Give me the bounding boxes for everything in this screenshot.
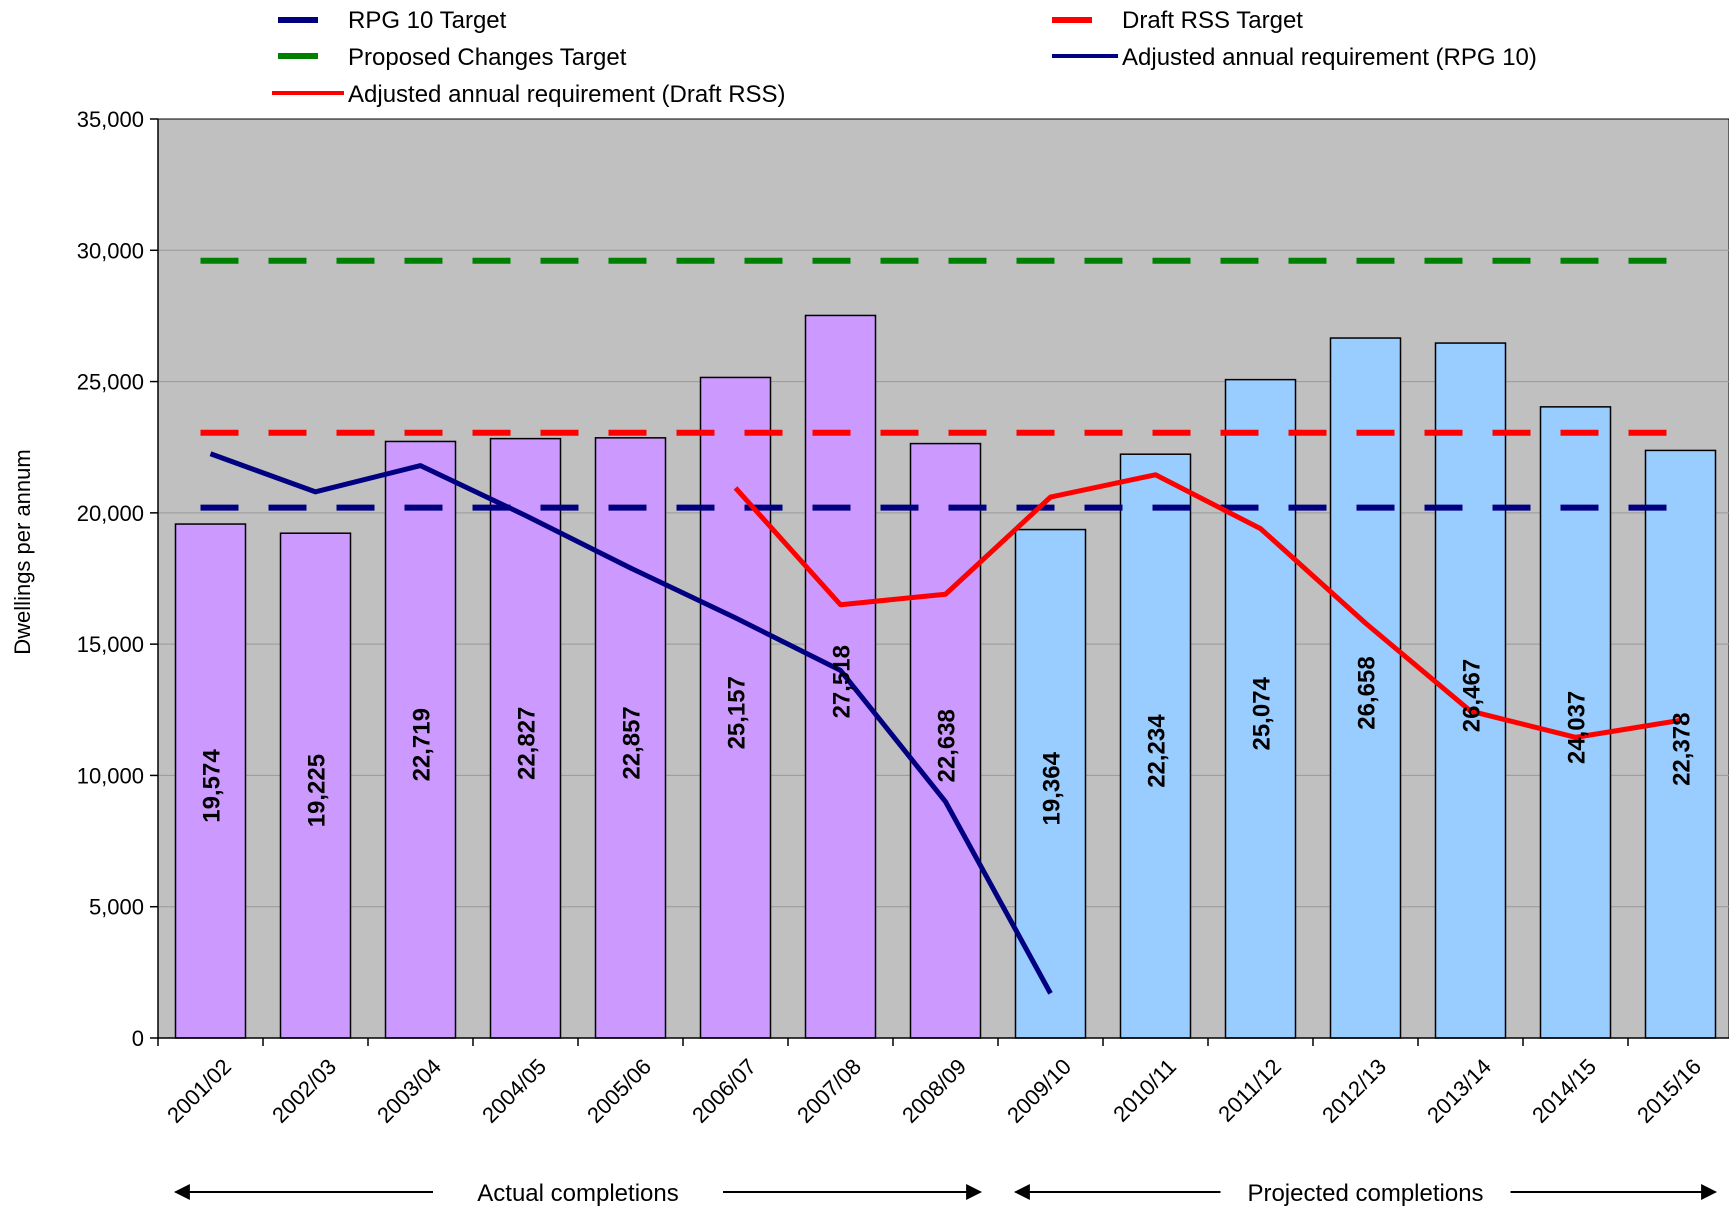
legend-label-adjusted-draft-rss: Adjusted annual requirement (Draft RSS) [348, 81, 786, 108]
x-tick-label: 2013/14 [1422, 1054, 1496, 1128]
x-tick-label: 2001/02 [162, 1054, 236, 1128]
bar [384, 440, 457, 1039]
bar [909, 442, 982, 1039]
bar [174, 523, 247, 1039]
legend-label-proposed-changes-target: Proposed Changes Target [348, 44, 627, 71]
x-tick-label: 2004/05 [477, 1054, 551, 1128]
y-tick-labels: 0 5,000 10,000 15,000 20,000 25,000 30,000 35,0… [77, 107, 144, 1051]
bar-value-label: 22,827 [514, 707, 541, 780]
bar [1224, 378, 1297, 1039]
bar [279, 532, 352, 1039]
bar [489, 437, 562, 1039]
legend-label-adjusted-rpg10: Adjusted annual requirement (RPG 10) [1122, 44, 1537, 71]
legend: RPG 10 Target Draft RSS Target Proposed … [272, 7, 1537, 108]
y-tick-label: 0 [132, 1026, 144, 1051]
y-tick-label: 10,000 [77, 763, 144, 788]
adjusted-rpg10-line [209, 451, 1053, 995]
adjusted-draft-rss-line [733, 472, 1681, 740]
bar-value-label: 26,658 [1354, 656, 1381, 729]
x-tick-labels: 2001/02 2002/03 2003/04 2004/05 2005/06 2006/… [162, 1054, 1706, 1128]
axes [150, 118, 1729, 1046]
x-tick-label: 2009/10 [1002, 1054, 1076, 1128]
legend-label-rpg10-target: RPG 10 Target [348, 7, 507, 34]
bar-value-label: 19,364 [1039, 751, 1066, 825]
bar-value-labels: 19,574 19,225 22,719 22,827 22,857 25,157 27,5… [199, 645, 1696, 827]
x-tick-label: 2002/03 [267, 1054, 341, 1128]
bar [1539, 406, 1612, 1039]
x-tick-label: 2007/08 [792, 1054, 866, 1128]
bar [1644, 449, 1717, 1039]
bar [1434, 342, 1507, 1039]
bar-value-label: 25,157 [724, 676, 751, 749]
bar-value-label: 22,638 [934, 709, 961, 782]
bar-value-label: 26,467 [1459, 659, 1486, 732]
x-tick-label: 2014/15 [1527, 1054, 1601, 1128]
x-tick-label: 2011/12 [1213, 1054, 1286, 1127]
y-tick-label: 20,000 [77, 501, 144, 526]
x-tick-label: 2010/11 [1108, 1054, 1181, 1127]
y-tick-label: 25,000 [77, 370, 144, 395]
x-tick-label: 2006/07 [687, 1054, 761, 1128]
bar-value-label: 27,518 [829, 645, 856, 718]
actual-completions-label: Actual completions [477, 1180, 678, 1207]
bar [1119, 453, 1192, 1039]
x-tick-label: 2012/13 [1317, 1054, 1391, 1128]
bar-value-label: 24,037 [1564, 691, 1591, 764]
x-tick-label: 2005/06 [582, 1054, 656, 1128]
requirement-lines [209, 451, 1681, 995]
period-annotations: Actual completions Projected completions [173, 1180, 1718, 1207]
bar-value-label: 22,857 [619, 706, 646, 779]
x-tick-label: 2003/04 [372, 1054, 446, 1128]
bar-value-label: 22,719 [409, 708, 436, 781]
x-tick-label: 2015/16 [1632, 1054, 1706, 1128]
y-tick-label: 30,000 [77, 238, 144, 263]
x-tick-label: 2008/09 [897, 1054, 971, 1128]
bar-value-label: 25,074 [1249, 676, 1276, 750]
y-tick-label: 35,000 [77, 107, 144, 132]
bar-value-label: 22,234 [1144, 714, 1171, 788]
y-tick-label: 5,000 [89, 895, 144, 920]
target-lines [200, 257, 1691, 511]
bar-value-label: 22,378 [1669, 713, 1696, 786]
bar [1329, 337, 1402, 1039]
y-axis-label: Dwellings per annum [10, 449, 35, 654]
projected-completions-label: Projected completions [1247, 1180, 1483, 1207]
bar [804, 314, 877, 1039]
bar-value-label: 19,574 [199, 749, 226, 823]
bar-value-label: 19,225 [304, 754, 331, 827]
legend-label-draft-rss-target: Draft RSS Target [1122, 7, 1303, 34]
y-tick-label: 15,000 [77, 632, 144, 657]
